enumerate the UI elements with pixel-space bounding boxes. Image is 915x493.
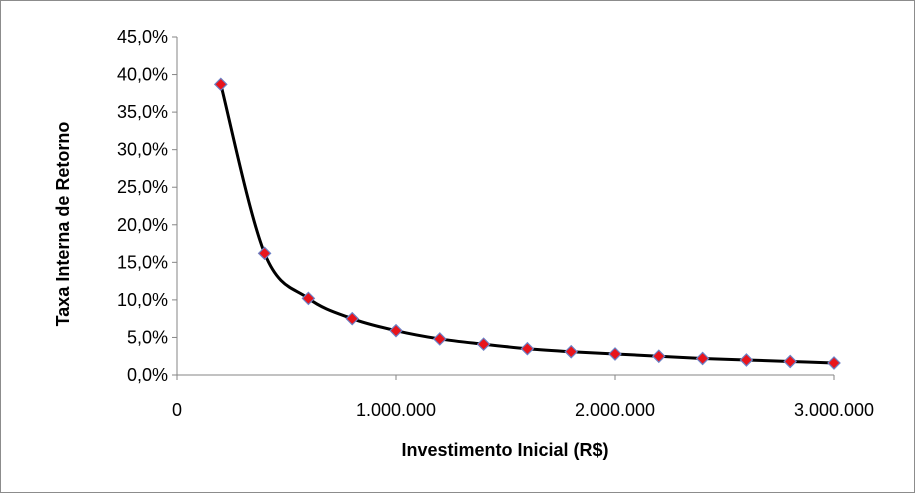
data-point-marker: [520, 341, 535, 356]
data-point-marker: [432, 332, 447, 346]
y-axis: 0,0% 5,0% 10,0% 15,0% 20,0% 25,0% 30,0% 35,0% 40…: [117, 27, 178, 385]
data-point-marker: [213, 77, 228, 92]
y-tick-label: 40,0%: [117, 65, 168, 85]
series-line: [219, 83, 835, 365]
y-tick-label: 45,0%: [117, 27, 168, 47]
x-tick-label: 2.000.000: [575, 400, 655, 420]
data-point-marker: [651, 349, 666, 364]
y-tick-label: 30,0%: [117, 140, 168, 160]
data-point-marker: [695, 351, 710, 366]
x-axis: 0 1.000.000 2.000.000 3.000.000: [172, 374, 874, 420]
y-tick-label: 0,0%: [127, 365, 168, 385]
data-point-marker: [476, 337, 491, 352]
data-point-marker: [257, 246, 272, 261]
data-point-marker: [564, 344, 579, 359]
data-point-marker: [827, 356, 841, 370]
y-tick-label: 15,0%: [117, 252, 168, 272]
series-group: [213, 77, 841, 370]
y-tick-label: 25,0%: [117, 177, 168, 197]
data-point-marker: [345, 311, 360, 326]
data-point-marker: [739, 353, 754, 367]
x-tick-label: 1.000.000: [356, 400, 436, 420]
data-point-marker: [608, 347, 622, 361]
x-tick-label: 3.000.000: [794, 400, 874, 420]
data-point-marker: [301, 291, 316, 306]
data-point-marker: [389, 323, 403, 338]
y-tick-label: 10,0%: [117, 290, 168, 310]
y-tick-label: 5,0%: [127, 327, 168, 347]
y-axis-title: Taxa Interna de Retorno: [53, 122, 73, 327]
y-tick-label: 20,0%: [117, 215, 168, 235]
y-tick-label: 35,0%: [117, 102, 168, 122]
data-point-marker: [783, 354, 798, 369]
x-axis-title: Investimento Inicial (R$): [401, 440, 608, 460]
x-tick-label: 0: [172, 400, 182, 420]
